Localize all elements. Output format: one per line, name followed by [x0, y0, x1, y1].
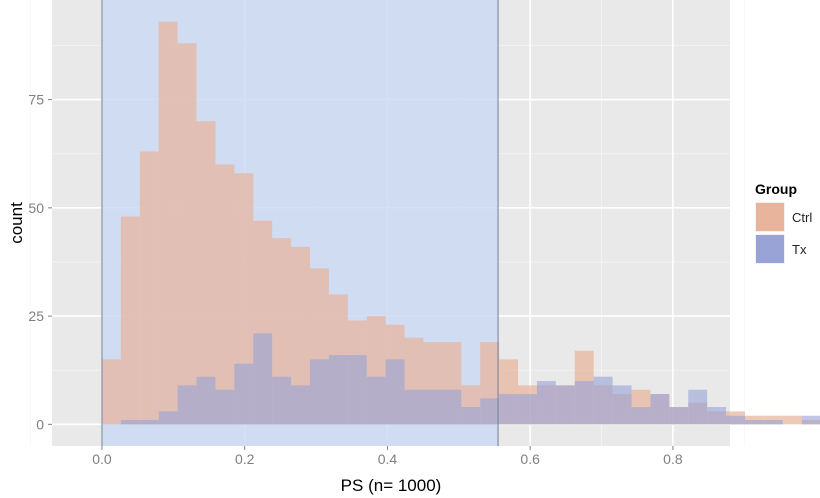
tx-bar	[234, 363, 254, 425]
ctrl-bar	[158, 21, 178, 425]
tx-bar	[366, 376, 386, 425]
tx-bar	[291, 385, 310, 425]
x-tick-label: 0.0	[92, 451, 112, 467]
y-tick-label: 75	[28, 92, 44, 108]
y-axis-title: count	[7, 202, 26, 244]
tx-bar	[631, 407, 651, 425]
tx-bar	[404, 389, 424, 425]
x-axis-title: PS (n= 1000)	[341, 476, 442, 495]
tx-bar	[480, 398, 500, 425]
ctrl-bar	[139, 151, 159, 425]
tx-bar	[650, 394, 670, 425]
y-axis-ticks: 0 25 50 75	[28, 92, 52, 432]
tx-bar	[518, 394, 537, 425]
tx-bar	[158, 411, 178, 425]
tx-bar	[442, 389, 462, 425]
tx-bar	[726, 415, 745, 425]
ctrl-bar	[120, 216, 140, 425]
legend-swatch-tx	[756, 235, 784, 263]
x-tick-label: 0.6	[520, 451, 540, 467]
ctrl-bar	[101, 359, 121, 425]
x-tick-label: 0.4	[378, 451, 398, 467]
tx-bar	[555, 385, 575, 425]
tx-bar	[669, 407, 689, 425]
tx-bar	[423, 389, 443, 425]
legend: Group Ctrl Tx	[755, 181, 812, 264]
tx-bar	[612, 385, 632, 425]
tx-bar	[536, 381, 556, 425]
legend-label-tx: Tx	[792, 242, 807, 257]
tx-bar	[139, 420, 159, 425]
y-tick-label: 0	[36, 416, 44, 432]
y-tick-label: 25	[28, 308, 44, 324]
ctrl-bar	[177, 43, 197, 425]
tx-bar	[763, 420, 783, 425]
tx-bar	[801, 415, 820, 425]
tx-bar	[707, 407, 727, 425]
x-axis-ticks: 0.0 0.2 0.4 0.6 0.8	[92, 446, 683, 467]
tx-bar	[347, 355, 367, 425]
ctrl-bar	[291, 246, 310, 425]
tx-bar	[744, 420, 764, 425]
x-tick-label: 0.8	[663, 451, 683, 467]
ctrl-bar	[234, 173, 254, 425]
x-tick-label: 0.2	[235, 451, 255, 467]
tx-bar	[215, 389, 235, 425]
tx-bar	[461, 407, 481, 425]
tx-bar	[120, 420, 140, 425]
tx-bar	[328, 355, 348, 425]
tx-bars	[120, 333, 820, 425]
tx-bar	[593, 376, 613, 425]
tx-bar	[177, 385, 197, 425]
ctrl-bar	[782, 415, 802, 425]
legend-swatch-ctrl	[756, 203, 784, 231]
tx-bar	[309, 359, 329, 425]
tx-bar	[688, 389, 708, 425]
y-tick-label: 50	[28, 200, 44, 216]
ctrl-bar	[196, 121, 216, 425]
tx-bar	[253, 333, 273, 425]
ctrl-bar	[215, 164, 235, 425]
tx-bar	[574, 381, 594, 425]
tx-bar	[196, 376, 216, 425]
legend-label-ctrl: Ctrl	[792, 210, 812, 225]
legend-title: Group	[755, 181, 797, 197]
tx-bar	[385, 359, 405, 425]
tx-bar	[272, 376, 292, 425]
tx-bar	[499, 394, 519, 425]
